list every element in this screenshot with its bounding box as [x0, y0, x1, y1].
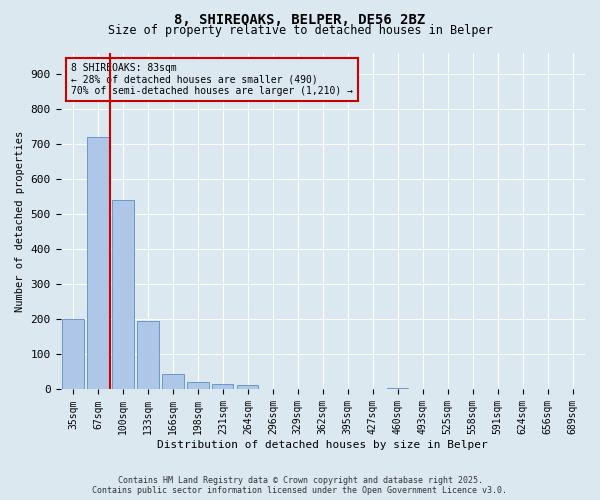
X-axis label: Distribution of detached houses by size in Belper: Distribution of detached houses by size …: [157, 440, 488, 450]
Bar: [62, 320, 83, 390]
Bar: [137, 321, 158, 390]
Bar: [387, 388, 409, 390]
Text: Size of property relative to detached houses in Belper: Size of property relative to detached ho…: [107, 24, 493, 37]
Bar: [212, 384, 233, 390]
Text: 8 SHIREOAKS: 83sqm
← 28% of detached houses are smaller (490)
70% of semi-detach: 8 SHIREOAKS: 83sqm ← 28% of detached hou…: [71, 62, 353, 96]
Bar: [112, 200, 134, 390]
Text: Contains HM Land Registry data © Crown copyright and database right 2025.
Contai: Contains HM Land Registry data © Crown c…: [92, 476, 508, 495]
Y-axis label: Number of detached properties: Number of detached properties: [15, 130, 25, 312]
Bar: [88, 136, 109, 390]
Bar: [163, 374, 184, 390]
Text: 8, SHIREOAKS, BELPER, DE56 2BZ: 8, SHIREOAKS, BELPER, DE56 2BZ: [175, 12, 425, 26]
Bar: [237, 386, 259, 390]
Bar: [187, 382, 209, 390]
